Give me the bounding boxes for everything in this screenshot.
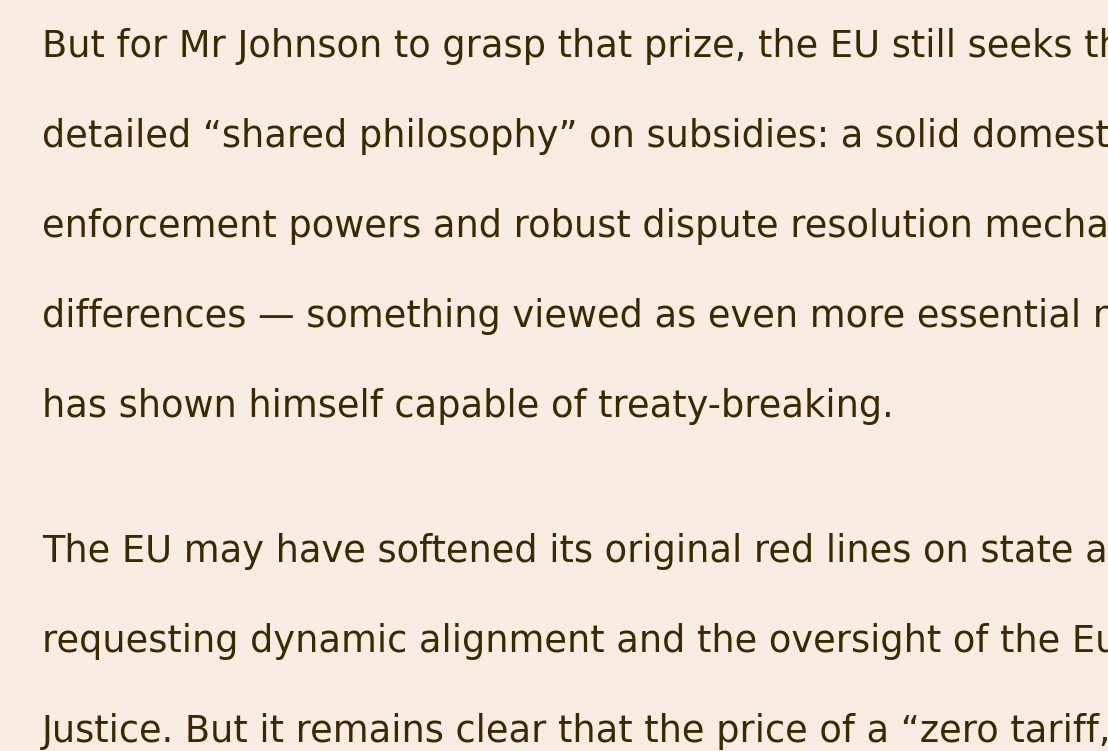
Text: enforcement powers and robust dispute resolution mechanism to resolve: enforcement powers and robust dispute re…	[42, 208, 1108, 245]
Text: Justice. But it remains clear that the price of a “zero tariff, zero quota” FTA : Justice. But it remains clear that the p…	[42, 713, 1108, 750]
Text: differences — something viewed as even more essential now that Mr Johnson: differences — something viewed as even m…	[42, 298, 1108, 335]
Text: But for Mr Johnson to grasp that prize, the EU still seeks the triple lock of a: But for Mr Johnson to grasp that prize, …	[42, 28, 1108, 65]
Text: detailed “shared philosophy” on subsidies: a solid domestic regulator with: detailed “shared philosophy” on subsidie…	[42, 118, 1108, 155]
Text: The EU may have softened its original red lines on state aid, no longer: The EU may have softened its original re…	[42, 533, 1108, 570]
Text: requesting dynamic alignment and the oversight of the European Court of: requesting dynamic alignment and the ove…	[42, 623, 1108, 660]
Text: has shown himself capable of treaty-breaking.: has shown himself capable of treaty-brea…	[42, 388, 894, 425]
